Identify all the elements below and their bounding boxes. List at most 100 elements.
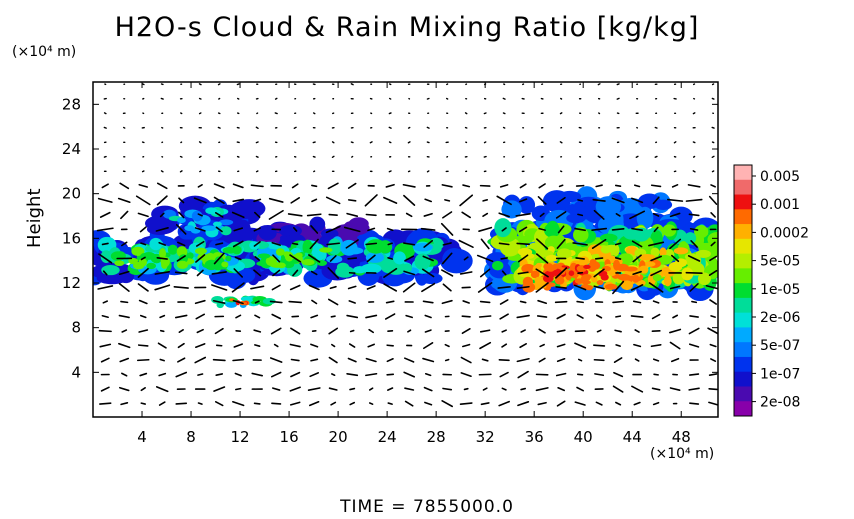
wind-vector	[576, 300, 584, 304]
wind-vector	[614, 242, 622, 246]
wind-vector	[688, 327, 700, 335]
cloud-cell	[554, 276, 565, 285]
colorbar-swatch	[734, 179, 752, 196]
wind-vector	[268, 197, 284, 203]
wind-vector	[327, 267, 340, 279]
wind-vector	[634, 184, 641, 188]
wind-vector	[386, 344, 394, 347]
wind-vector	[349, 401, 356, 406]
cloud-cell	[521, 263, 536, 274]
cloud-cell	[650, 247, 660, 258]
wind-vector	[235, 387, 242, 391]
wind-vector	[309, 372, 320, 378]
wind-vector	[159, 358, 165, 362]
wind-vector	[650, 269, 662, 277]
wind-vector	[535, 387, 549, 392]
wind-vector	[689, 402, 700, 405]
wind-vector	[499, 313, 509, 320]
wind-vector	[459, 271, 473, 275]
wind-vector	[310, 314, 319, 319]
wind-vector	[385, 183, 395, 188]
wind-vector	[135, 195, 151, 206]
wind-vector	[347, 199, 357, 202]
wind-vector	[498, 242, 510, 246]
wind-vector	[232, 358, 245, 362]
wind-vector	[289, 284, 301, 291]
cloud-cell	[707, 231, 718, 247]
wind-vector	[214, 400, 224, 407]
x-tick-label: 20	[329, 428, 348, 446]
wind-vector	[574, 401, 586, 406]
cloud-cell	[342, 246, 364, 255]
x-tick-label: 16	[280, 428, 299, 446]
wind-vector	[254, 314, 261, 319]
wind-vector	[253, 329, 262, 333]
wind-vector	[364, 194, 378, 207]
wind-vector	[575, 257, 585, 260]
wind-vector	[250, 285, 265, 290]
wind-vector	[211, 284, 228, 291]
wind-vector	[630, 284, 644, 291]
cloud-cell	[662, 224, 677, 237]
wind-vector	[538, 227, 546, 231]
wind-vector	[312, 112, 316, 115]
cloud-cell	[327, 238, 342, 255]
cloud-cell	[623, 228, 642, 240]
wind-vector	[254, 344, 261, 347]
wind-vector	[159, 314, 166, 319]
wind-vector	[614, 184, 622, 188]
cloud-cell	[499, 237, 521, 257]
wind-vector	[140, 387, 146, 392]
wind-vector	[501, 270, 507, 276]
wind-vector	[383, 196, 398, 204]
wind-vector	[271, 402, 282, 405]
wind-vector	[347, 257, 358, 260]
wind-vector	[669, 328, 682, 334]
wind-vector	[707, 327, 718, 335]
cloud-cell	[191, 210, 203, 222]
wind-vector	[196, 269, 204, 277]
cloud-cell	[220, 226, 232, 236]
wind-vector	[366, 285, 376, 290]
wind-vector	[576, 314, 584, 319]
wind-vector	[556, 329, 566, 333]
wind-vector	[633, 343, 642, 348]
wind-vector	[688, 213, 700, 217]
y-tick-label: 28	[62, 95, 81, 113]
wind-vector	[461, 343, 471, 348]
wind-vector	[139, 314, 147, 319]
wind-vector	[593, 344, 606, 347]
wind-vector	[269, 300, 283, 304]
cloud-cell	[146, 262, 157, 270]
wind-vector	[386, 373, 395, 376]
cloud-cell	[365, 252, 385, 263]
wind-vector	[445, 97, 449, 100]
cloud-cell	[187, 252, 194, 260]
wind-vector	[692, 155, 696, 158]
wind-vector	[159, 212, 165, 218]
wind-vector	[687, 184, 701, 188]
wind-vector	[458, 239, 474, 249]
wind-vector	[368, 328, 375, 334]
wind-vector	[330, 401, 337, 406]
wind-vector	[198, 83, 202, 86]
wind-vector	[593, 285, 605, 290]
wind-vector	[669, 341, 681, 350]
cloud-cell	[205, 207, 218, 215]
wind-vector	[254, 211, 261, 218]
colorbar-swatch	[734, 327, 752, 343]
wind-vector	[271, 313, 282, 320]
wind-vector	[709, 343, 717, 348]
cloud-cell	[574, 278, 585, 284]
wind-vector	[650, 255, 663, 262]
wind-vector	[101, 183, 109, 189]
wind-vector	[99, 343, 112, 348]
wind-vector	[591, 227, 608, 232]
wind-vector	[594, 257, 604, 260]
wind-vector	[158, 401, 166, 406]
wind-vector	[212, 358, 226, 362]
colorbar-label: 5e-05	[760, 254, 800, 270]
wind-vector	[288, 300, 302, 304]
cloud-cell	[161, 261, 168, 269]
wind-vector	[254, 256, 260, 261]
